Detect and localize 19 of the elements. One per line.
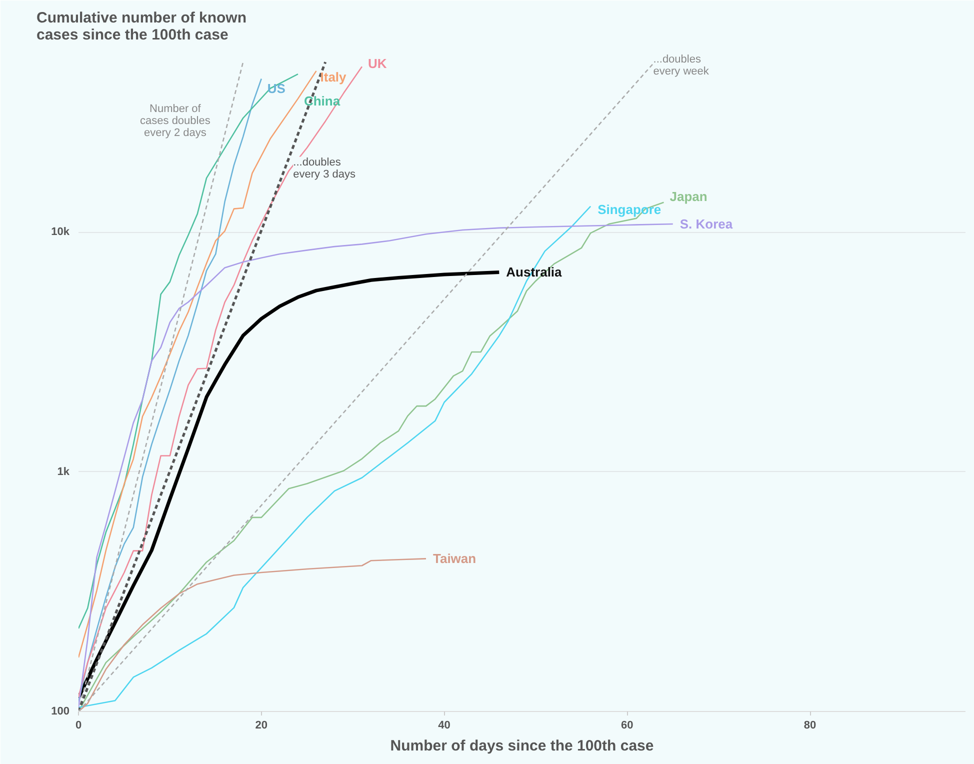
series-label: S. Korea — [680, 216, 734, 232]
x-tick-label: 80 — [804, 720, 816, 732]
series-label: Taiwan — [432, 551, 476, 566]
x-tick-label: 0 — [75, 720, 82, 732]
y-tick-label: 10k — [51, 226, 70, 238]
annotation: Number of cases doubles every 2 days — [140, 102, 211, 139]
y-tick-label: 100 — [51, 706, 70, 718]
y-tick-label: 1k — [57, 466, 70, 478]
x-tick-label: 40 — [438, 720, 450, 732]
chart-title: Cumulative number of known cases since the 100th case — [36, 10, 247, 44]
series-label: US — [267, 81, 286, 96]
x-tick-label: 20 — [255, 720, 268, 732]
series-label: UK — [368, 56, 388, 72]
series-label: Japan — [670, 188, 708, 204]
x-axis-title: Number of days since the 100th case — [390, 738, 654, 754]
annotation: ...doubles every 3 days — [293, 156, 356, 181]
annotation: ...doubles every week — [653, 53, 710, 78]
x-tick-label: 60 — [621, 720, 634, 732]
series-label: Italy — [320, 69, 348, 84]
